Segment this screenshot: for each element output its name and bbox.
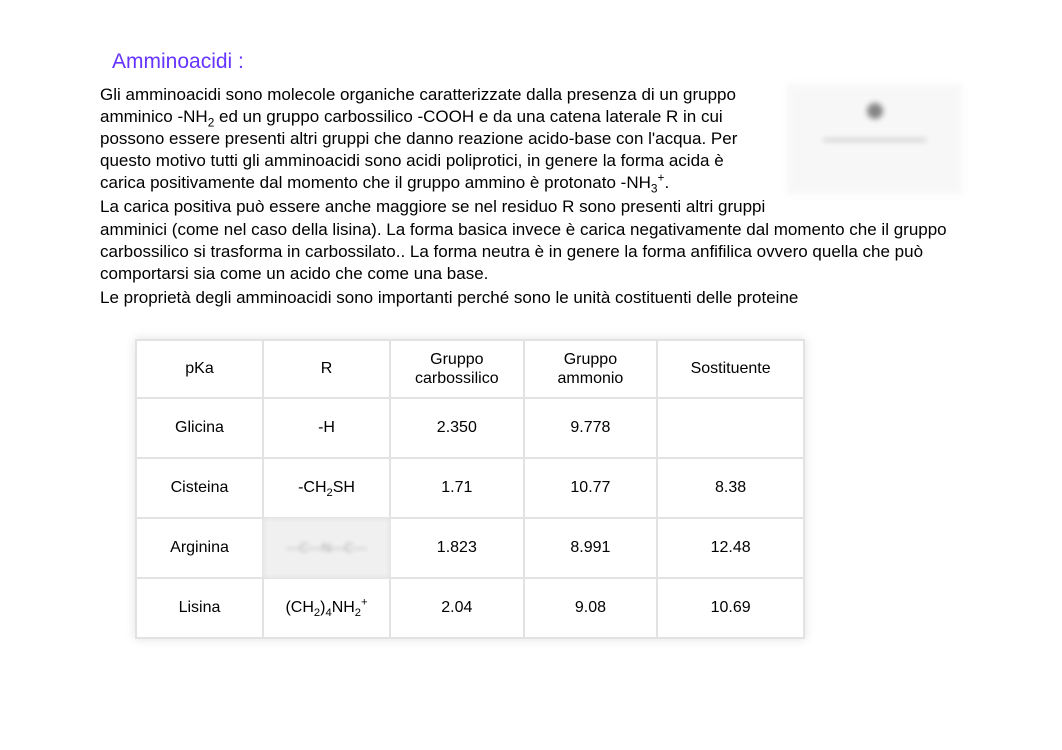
table-cell: 9.08 bbox=[525, 579, 657, 637]
pka-table: pKaRGruppo carbossilicoGruppo ammonioSos… bbox=[135, 339, 805, 639]
table-header-cell: R bbox=[264, 341, 389, 397]
table-cell: 9.778 bbox=[525, 399, 657, 457]
table-cell: 1.71 bbox=[391, 459, 523, 517]
table-header-cell: pKa bbox=[137, 341, 262, 397]
table-header-cell: Gruppo ammonio bbox=[525, 341, 657, 397]
table-cell: 2.350 bbox=[391, 399, 523, 457]
pka-table-body: pKaRGruppo carbossilicoGruppo ammonioSos… bbox=[137, 341, 803, 637]
table-cell: Glicina bbox=[137, 399, 262, 457]
table-row: Glicina-H2.3509.778 bbox=[137, 399, 803, 457]
paragraph-3: Le proprietà degli amminoacidi sono impo… bbox=[100, 287, 962, 309]
paragraph-2: La carica positiva può essere anche magg… bbox=[100, 196, 962, 284]
table-cell: 12.48 bbox=[658, 519, 803, 577]
table-header-cell: Sostituente bbox=[658, 341, 803, 397]
table-header-row: pKaRGruppo carbossilicoGruppo ammonioSos… bbox=[137, 341, 803, 397]
table-row: Cisteina-CH2SH1.7110.778.38 bbox=[137, 459, 803, 517]
table-cell: 1.823 bbox=[391, 519, 523, 577]
content: Gli amminoacidi sono molecole organiche … bbox=[100, 84, 962, 309]
table-cell: 8.38 bbox=[658, 459, 803, 517]
table-cell bbox=[658, 399, 803, 457]
table-cell: -CH2SH bbox=[264, 459, 389, 517]
p1-sub2: 3 bbox=[651, 182, 658, 196]
table-cell: (CH2)4NH2+ bbox=[264, 579, 389, 637]
section-heading: Amminoacidi : bbox=[112, 50, 962, 74]
table-cell: -H bbox=[264, 399, 389, 457]
table-cell: —C—N—C— bbox=[264, 519, 389, 577]
table-cell: Cisteina bbox=[137, 459, 262, 517]
table-cell: 10.69 bbox=[658, 579, 803, 637]
table-cell: 10.77 bbox=[525, 459, 657, 517]
table-cell: Arginina bbox=[137, 519, 262, 577]
table-cell: Lisina bbox=[137, 579, 262, 637]
table-row: Arginina—C—N—C—1.8238.99112.48 bbox=[137, 519, 803, 577]
table-cell: 8.991 bbox=[525, 519, 657, 577]
table-cell: 2.04 bbox=[391, 579, 523, 637]
p1-end: . bbox=[664, 173, 669, 192]
table-row: Lisina(CH2)4NH2+2.049.0810.69 bbox=[137, 579, 803, 637]
table-header-cell: Gruppo carbossilico bbox=[391, 341, 523, 397]
amino-acid-structure-image bbox=[787, 84, 962, 194]
pka-table-wrap: pKaRGruppo carbossilicoGruppo ammonioSos… bbox=[135, 339, 805, 639]
